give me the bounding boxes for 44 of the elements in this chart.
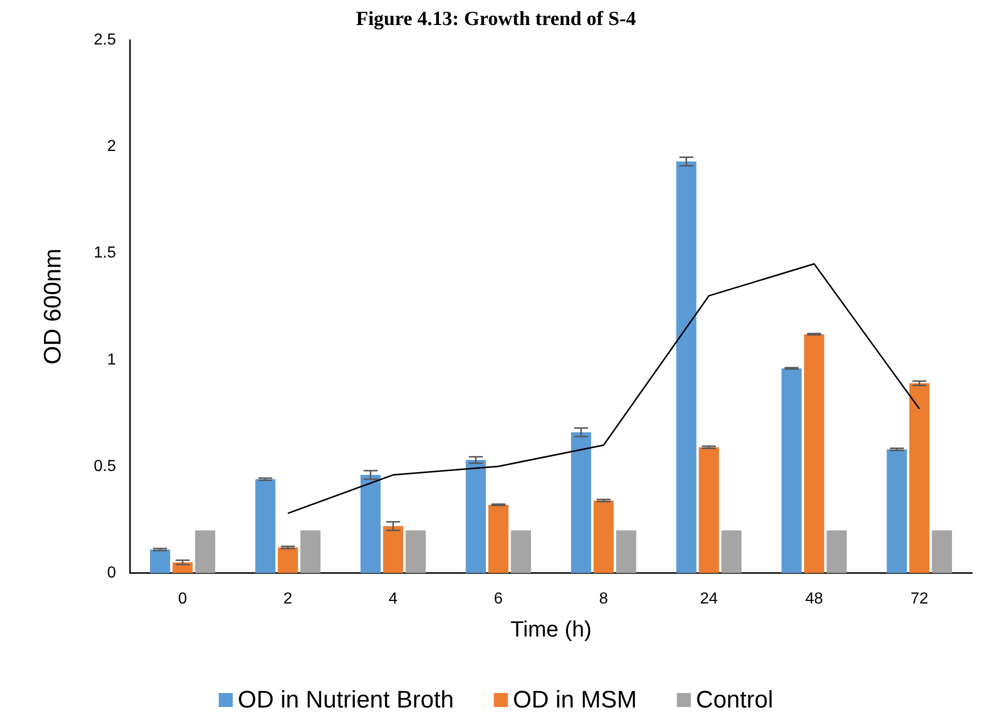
bar <box>886 449 907 573</box>
y-tick-label: 1.5 <box>94 244 116 262</box>
y-tick-label: 0 <box>107 564 116 582</box>
x-tick-label: 4 <box>388 590 398 608</box>
y-tick-label: 2.5 <box>94 32 116 48</box>
chart-title: Figure 4.13: Growth trend of S-4 <box>356 8 636 30</box>
bar <box>826 530 847 573</box>
bar <box>616 530 636 573</box>
bar <box>150 550 170 573</box>
bar <box>300 530 321 573</box>
bar <box>570 432 592 573</box>
bar <box>360 474 381 573</box>
x-tick-label: 2 <box>283 590 292 608</box>
bar <box>488 504 508 573</box>
x-axis-title: Time (h) <box>510 616 592 642</box>
bar <box>383 526 404 573</box>
bar <box>804 334 824 573</box>
bar <box>195 530 216 573</box>
bar <box>909 383 930 573</box>
bar <box>406 530 426 573</box>
legend-label: OD in MSM <box>512 686 637 714</box>
x-tick-label: 0 <box>178 590 188 608</box>
legend-label: Control <box>696 686 774 714</box>
x-tick-label: 24 <box>700 590 718 608</box>
bar <box>782 368 802 573</box>
x-tick-label: 6 <box>494 590 503 608</box>
y-tick-label: 0.5 <box>94 458 116 475</box>
bar <box>676 162 696 573</box>
bar <box>932 530 952 573</box>
y-tick-label: 2 <box>107 138 116 156</box>
bar <box>510 530 532 573</box>
bar <box>255 479 276 573</box>
x-tick-label: 72 <box>910 590 928 608</box>
y-tick-label: 1 <box>107 351 116 368</box>
bar <box>721 530 742 573</box>
y-axis-title: OD 600nm <box>40 248 66 365</box>
legend-label: OD in Nutrient Broth <box>238 686 454 714</box>
bar <box>466 460 486 573</box>
bar <box>698 447 719 573</box>
bar <box>278 547 298 573</box>
x-tick-label: 8 <box>599 590 608 608</box>
bar <box>594 500 614 573</box>
x-tick-label: 48 <box>805 590 824 608</box>
line-series <box>287 263 920 514</box>
